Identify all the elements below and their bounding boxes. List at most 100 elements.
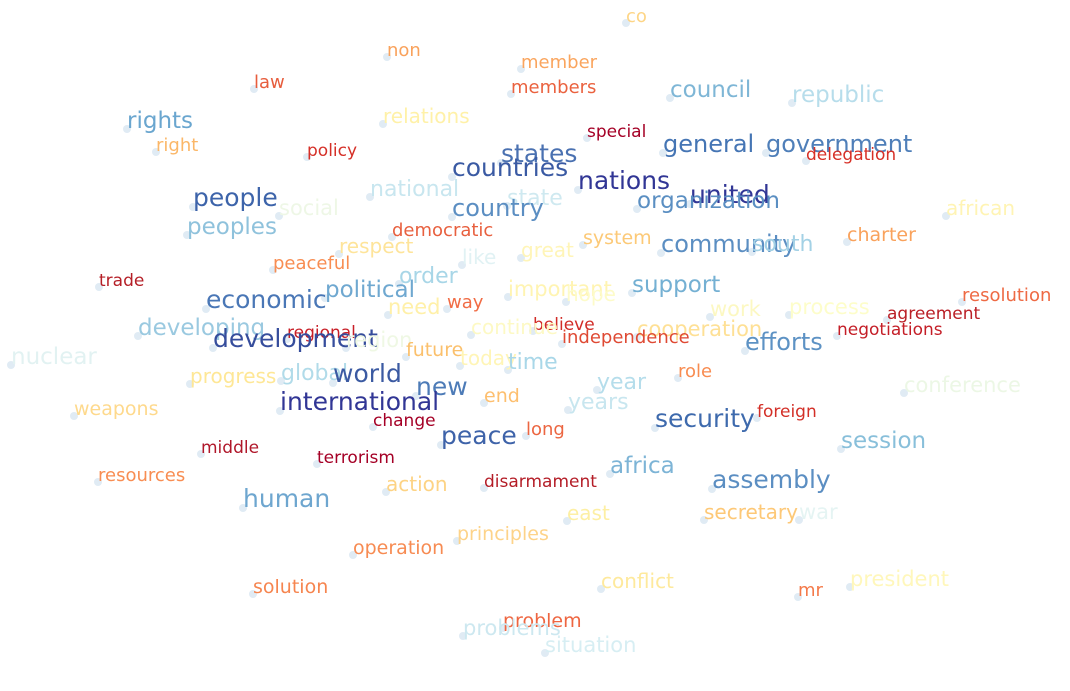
point-marker-delegation <box>802 157 810 165</box>
word-label-general: general <box>663 130 754 158</box>
word-label-republic: republic <box>792 82 884 108</box>
word-label-council: council <box>670 77 751 103</box>
point-marker-nuclear <box>7 361 15 369</box>
word-label-role: role <box>678 361 712 382</box>
word-label-like: like <box>462 245 496 269</box>
point-marker-negotiations <box>833 332 841 340</box>
word-label-war: war <box>799 500 838 524</box>
word-label-social: social <box>279 196 339 220</box>
point-marker-states <box>497 159 505 167</box>
word-label-east: east <box>567 501 610 525</box>
point-marker-regional <box>283 335 291 343</box>
point-marker-continue <box>467 331 475 339</box>
word-label-problems: problems <box>463 616 561 640</box>
point-marker-long <box>522 432 530 440</box>
word-label-disarmament: disarmament <box>484 472 597 492</box>
point-marker-way <box>443 305 451 313</box>
point-marker-change <box>369 423 377 431</box>
word-label-charter: charter <box>847 224 916 246</box>
word-label-continue: continue <box>471 315 558 339</box>
point-marker-trade <box>95 283 103 291</box>
word-label-member: member <box>521 52 598 73</box>
point-marker-foreign <box>753 414 761 422</box>
point-marker-peaceful <box>269 266 277 274</box>
point-marker-council <box>666 94 674 102</box>
point-marker-united <box>686 200 694 208</box>
point-marker-support <box>628 289 636 297</box>
word-label-year: year <box>597 370 647 395</box>
point-marker-political <box>321 294 329 302</box>
word-label-efforts: efforts <box>745 328 823 356</box>
point-marker-disarmament <box>480 484 488 492</box>
point-marker-general <box>659 149 667 157</box>
word-label-respect: respect <box>339 234 414 258</box>
point-marker-relations <box>379 120 387 128</box>
point-marker-assembly <box>708 485 716 493</box>
point-marker-problems <box>459 632 467 640</box>
point-marker-democratic <box>388 233 396 241</box>
point-marker-important <box>504 293 512 301</box>
word-label-important: important <box>508 277 612 301</box>
point-marker-countries <box>448 173 456 181</box>
point-marker-government <box>762 149 770 157</box>
word-label-special: special <box>587 122 646 142</box>
point-marker-action <box>382 488 390 496</box>
word-labels: co non member law members council republic rela… <box>11 6 1051 657</box>
word-label-agreement: agreement <box>887 304 981 324</box>
word-label-developing: developing <box>138 315 265 341</box>
word-label-problem: problem <box>503 610 582 632</box>
word-label-new: new <box>416 372 468 401</box>
word-label-mr: mr <box>798 580 824 601</box>
point-marker-role <box>674 374 682 382</box>
word-label-today: today <box>460 346 517 370</box>
word-label-change: change <box>373 411 436 431</box>
word-label-years: years <box>568 390 629 415</box>
word-label-foreign: foreign <box>757 402 817 422</box>
word-label-situation: situation <box>545 633 636 657</box>
word-label-trade: trade <box>99 271 144 291</box>
point-marker-believe <box>529 327 537 335</box>
word-label-long: long <box>526 419 565 440</box>
word-label-time: time <box>508 350 558 375</box>
word-label-process: process <box>789 295 870 319</box>
word-label-united: united <box>690 180 770 209</box>
word-label-members: members <box>511 77 596 98</box>
point-marker-peace <box>437 441 445 449</box>
point-marker-region <box>342 344 350 352</box>
point-marker-human <box>239 504 247 512</box>
point-marker-world <box>329 379 337 387</box>
word-label-cooperation: cooperation <box>637 317 762 341</box>
word-label-peoples: peoples <box>187 214 277 240</box>
word-label-democratic: democratic <box>392 220 493 241</box>
point-marker-community <box>657 249 665 257</box>
point-marker-members <box>507 90 515 98</box>
word-label-conference: conference <box>904 373 1021 397</box>
point-marker-peoples <box>183 231 191 239</box>
point-marker-session <box>837 445 845 453</box>
word-label-law: law <box>254 72 285 93</box>
point-marker-agreement <box>883 316 891 324</box>
word-label-resources: resources <box>98 465 185 486</box>
point-marker-new <box>412 392 420 400</box>
point-marker-process <box>785 311 793 319</box>
word-label-independence: independence <box>562 327 690 348</box>
word-label-secretary: secretary <box>704 500 798 524</box>
point-markers <box>7 19 966 657</box>
point-marker-conflict <box>597 585 605 593</box>
point-marker-resolution <box>958 298 966 306</box>
word-label-national: national <box>370 177 459 202</box>
word-label-country: country <box>452 194 544 222</box>
point-marker-middle <box>197 450 205 458</box>
point-marker-global <box>277 377 285 385</box>
word-label-peace: peace <box>441 421 517 450</box>
point-marker-secretary <box>700 516 708 524</box>
point-marker-like <box>458 261 466 269</box>
word-label-order: order <box>399 264 459 289</box>
point-marker-africa <box>606 470 614 478</box>
point-marker-year <box>593 386 601 394</box>
point-marker-time <box>504 366 512 374</box>
word-label-region: region <box>346 328 412 352</box>
word-label-african: african <box>946 196 1015 220</box>
point-marker-african <box>942 212 950 220</box>
point-marker-great <box>517 254 525 262</box>
